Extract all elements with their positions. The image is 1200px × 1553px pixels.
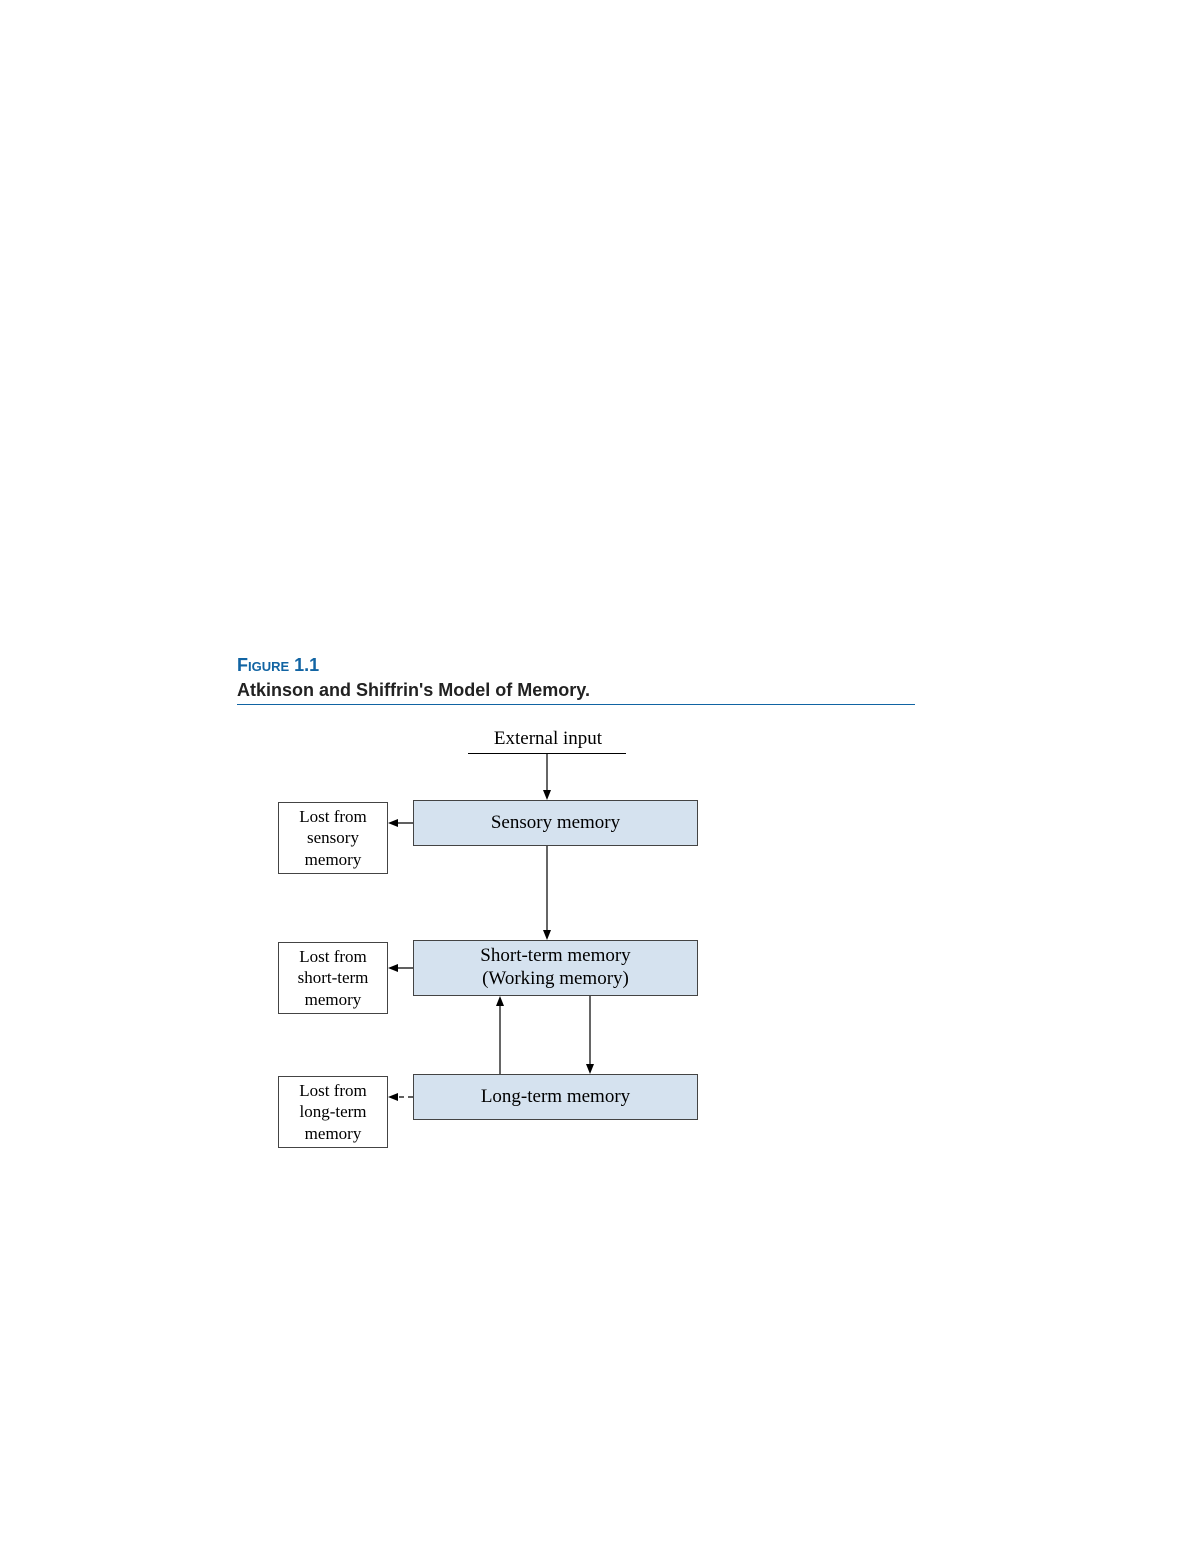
box-lost-sensory-label: Lost from sensory memory xyxy=(299,806,367,870)
figure-label: Figure 1.1 xyxy=(237,655,319,676)
box-short-term-memory-label: Short-term memory (Working memory) xyxy=(480,945,630,991)
box-lost-long-term-label: Lost from long-term memory xyxy=(299,1080,367,1144)
figure-rule xyxy=(237,704,915,705)
box-lost-short-term-label: Lost from short-term memory xyxy=(298,946,369,1010)
figure-caption: Atkinson and Shiffrin's Model of Memory. xyxy=(237,680,590,701)
arrow-stm-to-lost xyxy=(388,964,413,972)
arrow-ltm-to-lost xyxy=(388,1093,413,1101)
arrow-stm-to-ltm xyxy=(586,996,594,1074)
box-sensory-memory: Sensory memory xyxy=(413,800,698,846)
page: Figure 1.1 Atkinson and Shiffrin's Model… xyxy=(0,0,1200,1553)
external-input-label: External input xyxy=(468,728,628,752)
external-input-underline xyxy=(468,753,626,754)
box-short-term-memory: Short-term memory (Working memory) xyxy=(413,940,698,996)
arrow-ltm-to-stm xyxy=(496,996,504,1074)
box-long-term-memory-label: Long-term memory xyxy=(481,1086,630,1109)
arrow-input-to-sensory xyxy=(543,753,551,800)
box-lost-long-term: Lost from long-term memory xyxy=(278,1076,388,1148)
box-long-term-memory: Long-term memory xyxy=(413,1074,698,1120)
arrows-layer xyxy=(0,0,1200,1553)
box-lost-short-term: Lost from short-term memory xyxy=(278,942,388,1014)
box-lost-sensory: Lost from sensory memory xyxy=(278,802,388,874)
arrow-sensory-to-stm xyxy=(543,846,551,940)
arrow-sensory-to-lost xyxy=(388,819,413,827)
box-sensory-memory-label: Sensory memory xyxy=(491,812,620,835)
